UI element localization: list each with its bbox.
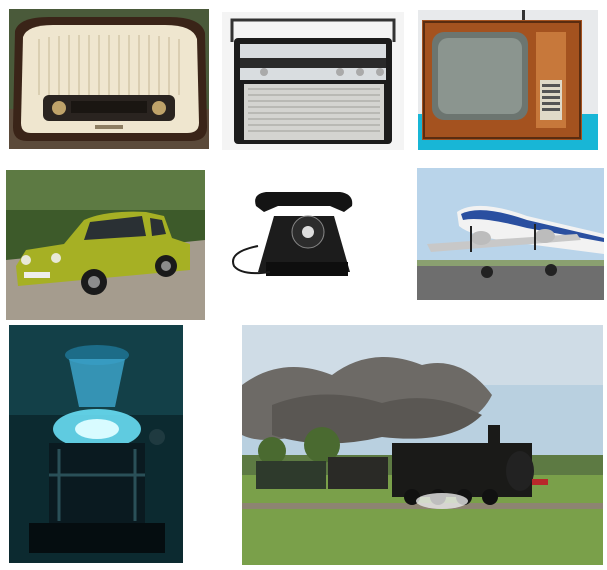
glowing-machine-photo (9, 325, 183, 563)
propeller-airplane-photo (417, 168, 604, 300)
green-car-photo (6, 170, 205, 320)
portable-radio-photo (222, 12, 404, 150)
vintage-tv-photo (418, 10, 598, 150)
tube-radio-photo (9, 9, 209, 149)
steam-train-photo (242, 325, 603, 565)
rotary-phone-photo (222, 176, 370, 286)
